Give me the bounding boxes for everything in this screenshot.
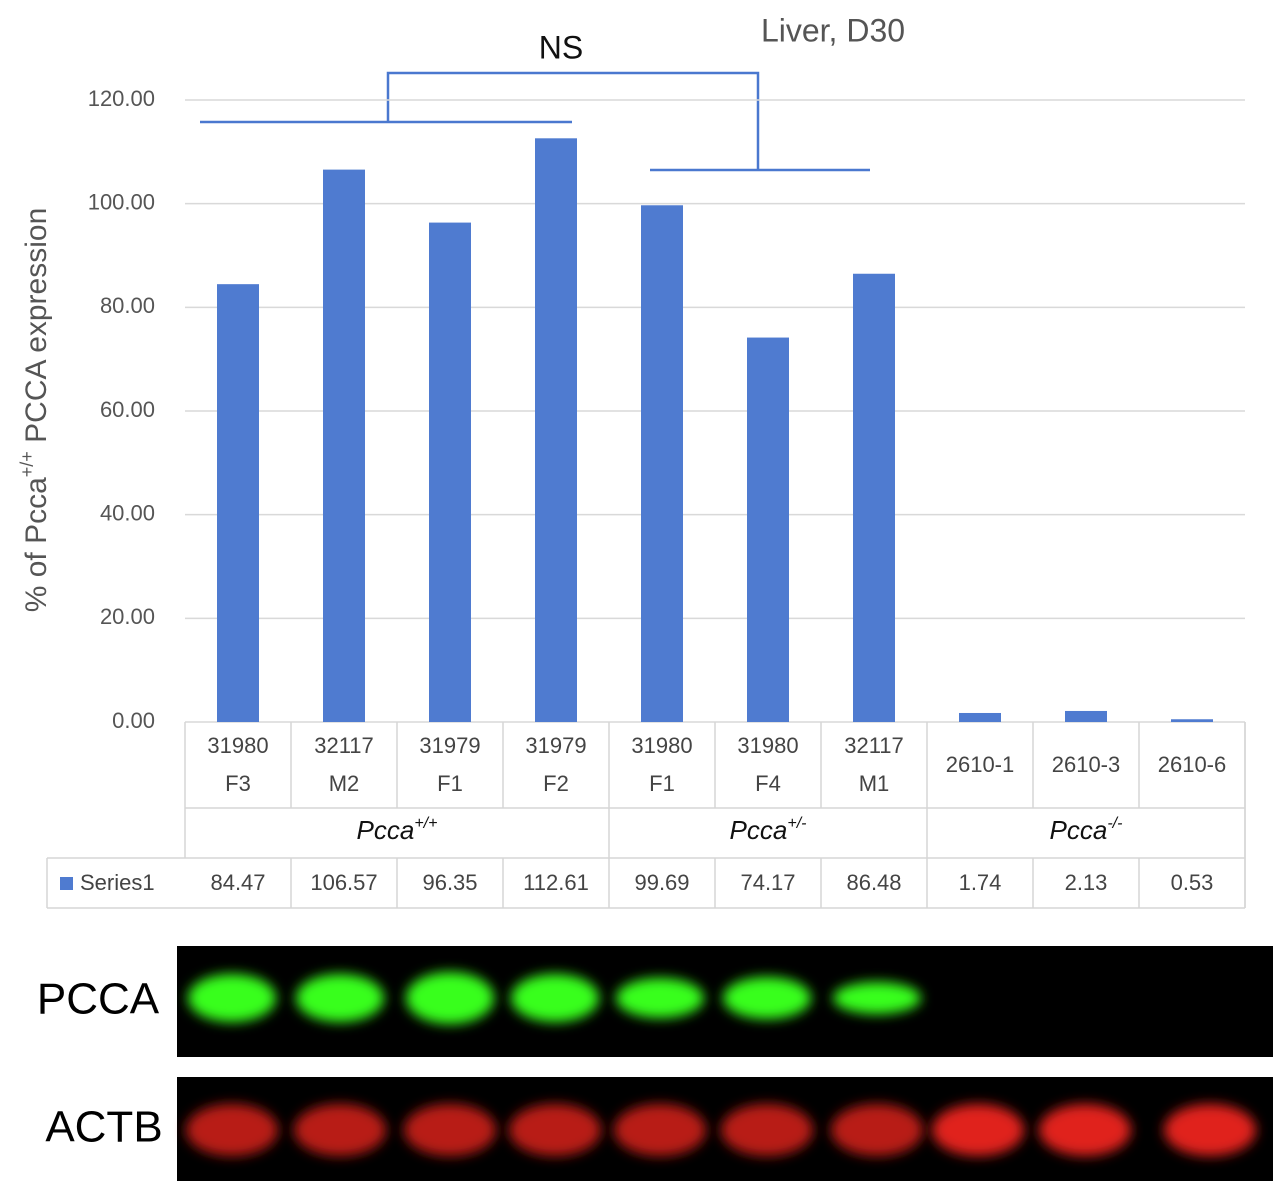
bar <box>747 338 789 722</box>
x-tick-label: M2 <box>329 771 360 796</box>
y-tick-label: 0.00 <box>112 708 155 733</box>
group-label: Pcca+/- <box>730 815 807 845</box>
x-tick-label: 31980 <box>207 733 268 758</box>
y-axis-label-part: PCCA expression <box>20 208 53 451</box>
data-table-value: 96.35 <box>422 870 477 895</box>
y-axis-label: % of Pcca+/+ PCCA expression <box>17 208 53 613</box>
data-table-value: 112.61 <box>523 870 589 895</box>
pcca-band <box>511 974 599 1022</box>
x-tick-label: 31980 <box>631 733 692 758</box>
bar <box>1171 719 1213 722</box>
blot-label: PCCA <box>37 975 160 1024</box>
figure: Liver, D30 NS PCCA ACTB 0.00 20.00 40.00 60… <box>0 0 1273 1181</box>
data-table-value: 74.17 <box>740 870 795 895</box>
blot-label: ACTB <box>45 1103 162 1152</box>
bar <box>959 713 1001 722</box>
group-label: Pcca+/+ <box>357 815 438 845</box>
y-tick-label: 100.00 <box>88 189 155 214</box>
x-tick-label: F1 <box>437 771 463 796</box>
actb-band <box>831 1104 923 1156</box>
data-table-value: 84.47 <box>210 870 265 895</box>
bar <box>641 205 683 722</box>
actb-band <box>932 1104 1024 1156</box>
actb-band <box>614 1104 706 1156</box>
x-tick-label: 2610-6 <box>1158 752 1227 777</box>
pcca-band <box>616 978 704 1018</box>
x-tick-label: F2 <box>543 771 569 796</box>
data-table-value: 86.48 <box>846 870 901 895</box>
bar <box>323 170 365 722</box>
y-axis-label-part: % of Pcca <box>20 477 53 612</box>
group-label-part: Pcca <box>1050 815 1108 845</box>
y-tick-label: 120.00 <box>88 86 155 111</box>
chart-title: Liver, D30 <box>761 12 905 48</box>
x-tick-label: F4 <box>755 771 781 796</box>
bar <box>853 274 895 722</box>
x-tick-label: F1 <box>649 771 675 796</box>
bar <box>217 284 259 722</box>
bar <box>1065 711 1107 722</box>
group-label-part: Pcca <box>357 815 415 845</box>
x-tick-label: 32117 <box>844 733 904 758</box>
group-label-part: +/+ <box>414 815 437 832</box>
x-tick-label: 2610-1 <box>946 752 1015 777</box>
data-table-value: 2.13 <box>1065 870 1108 895</box>
y-tick-label: 80.00 <box>100 293 155 318</box>
data-table-value: 106.57 <box>310 870 377 895</box>
data-table-value: 1.74 <box>959 870 1002 895</box>
bar <box>429 223 471 722</box>
group-label: Pcca-/- <box>1050 815 1123 845</box>
actb-band <box>404 1104 496 1156</box>
y-tick-label: 20.00 <box>100 604 155 629</box>
bar <box>535 138 577 722</box>
actb-band <box>721 1104 813 1156</box>
group-label-part: -/- <box>1107 815 1122 832</box>
data-table-value: 0.53 <box>1171 870 1214 895</box>
x-tick-label: 2610-3 <box>1052 752 1121 777</box>
pcca-band <box>296 974 384 1022</box>
x-tick-label: 32117 <box>314 733 374 758</box>
x-tick-label: F3 <box>225 771 251 796</box>
group-label-part: +/- <box>787 815 806 832</box>
y-tick-label: 40.00 <box>100 500 155 525</box>
actb-band <box>1164 1104 1256 1156</box>
x-tick-label: 31980 <box>737 733 798 758</box>
actb-band <box>294 1104 386 1156</box>
pcca-band <box>406 972 494 1024</box>
actb-band <box>186 1104 278 1156</box>
legend-swatch <box>60 877 73 890</box>
y-tick-label: 60.00 <box>100 397 155 422</box>
x-tick-label: M1 <box>859 771 890 796</box>
pcca-band <box>723 977 811 1019</box>
x-tick-label: 31979 <box>525 733 586 758</box>
significance-label: NS <box>539 29 583 65</box>
actb-band <box>1039 1104 1131 1156</box>
y-axis-label-part: +/+ <box>17 451 37 477</box>
group-label-part: Pcca <box>730 815 788 845</box>
actb-band <box>509 1104 601 1156</box>
pcca-band <box>188 974 276 1022</box>
legend-label: Series1 <box>80 870 155 895</box>
pcca-band <box>833 982 921 1014</box>
data-table-value: 99.69 <box>634 870 689 895</box>
x-tick-label: 31979 <box>419 733 480 758</box>
